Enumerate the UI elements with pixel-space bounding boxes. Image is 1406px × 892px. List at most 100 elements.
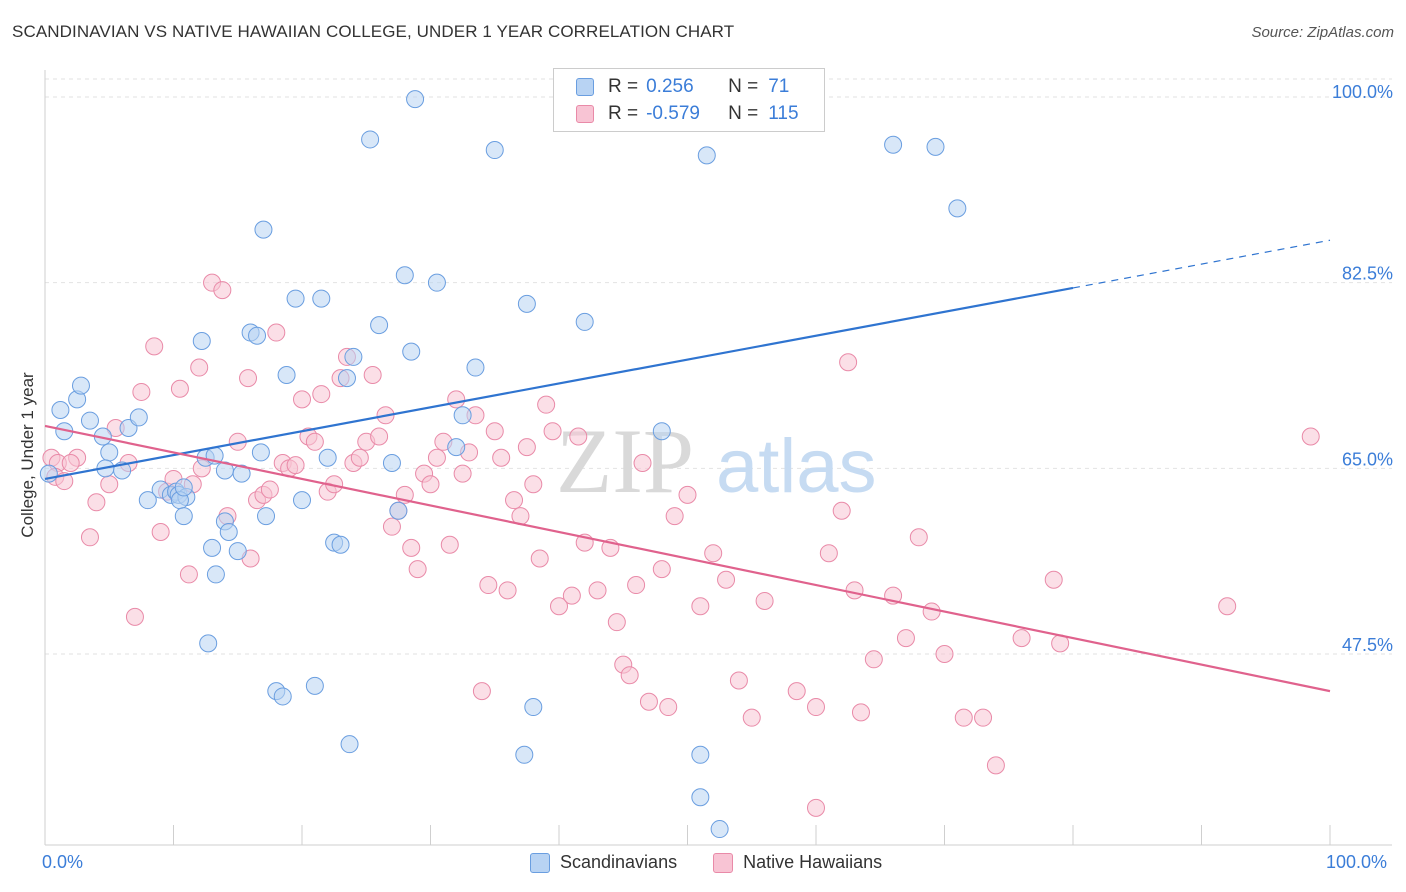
scandinavian-point <box>206 565 225 584</box>
native-hawaiian-point <box>755 591 774 610</box>
native-hawaiian-point <box>293 390 311 409</box>
native-hawaiian-point <box>87 493 106 512</box>
native-hawaiian-point <box>691 597 710 616</box>
legend-row-scandinavians: R = 0.256 N = 71 <box>576 74 789 100</box>
scandinavian-point <box>318 448 337 467</box>
native-hawaiian-point <box>922 602 941 621</box>
native-hawaiian-point <box>704 544 723 563</box>
native-hawaiian-point <box>485 422 504 441</box>
native-hawaiian-point <box>633 454 652 473</box>
native-hawaiian-point <box>678 485 697 504</box>
native-hawaiian-point <box>151 522 170 541</box>
native-hawaiian-point <box>125 607 144 626</box>
native-hawaiian-point <box>550 597 568 616</box>
bottom-legend-swatch-blue <box>530 852 550 873</box>
legend-n-value-pink: 115 <box>768 103 799 124</box>
trend-lines <box>44 239 1331 693</box>
scandinavian-point <box>138 491 157 510</box>
scandinavian-point <box>389 501 408 520</box>
native-hawaiian-point <box>524 475 543 494</box>
chart-title: SCANDINAVIAN VS NATIVE HAWAIIAN COLLEGE,… <box>12 22 735 41</box>
native-hawaiian-point <box>1012 629 1031 648</box>
native-hawaiian-point <box>588 581 607 600</box>
scandinavian-point <box>517 294 536 313</box>
scandinavian-point <box>174 478 193 497</box>
legend-n-label: N = <box>728 103 759 124</box>
native-hawaiian-point <box>363 365 382 384</box>
scandinavian-point <box>524 698 543 717</box>
native-hawaiian-point <box>530 549 549 568</box>
scandinavian-point <box>71 376 90 395</box>
scandinavian-point <box>51 400 70 419</box>
bottom-legend-swatch-pink <box>713 852 734 873</box>
watermark-atlas: atlas <box>716 424 877 509</box>
native-hawaiian-point <box>974 708 993 727</box>
legend-r-label: R = <box>608 76 639 97</box>
scandinavian-point <box>192 332 211 351</box>
scandinavian-point <box>228 542 247 561</box>
scandinavian-point <box>406 90 425 109</box>
native-hawaiian-point <box>408 560 427 579</box>
trend-line-native-hawaiians <box>44 424 1331 693</box>
scandinavian-point <box>251 443 270 462</box>
native-hawaiian-point <box>190 358 209 377</box>
scandinavian-point <box>515 745 534 764</box>
scandinavian-point <box>485 141 504 160</box>
scandinavian-point <box>340 735 359 754</box>
native-hawaiian-point <box>652 560 671 579</box>
native-hawaiian-point <box>627 576 646 595</box>
native-hawaiian-point <box>447 390 466 409</box>
native-hawaiian-point <box>312 385 331 404</box>
scandinavian-point <box>926 137 945 156</box>
scandinavian-point <box>254 220 273 239</box>
native-hawaiian-point <box>607 613 626 632</box>
trend-line-extension <box>1072 239 1331 289</box>
scandinavian-point <box>337 369 356 388</box>
scandinavian-point <box>395 266 414 285</box>
legend-n-value-blue: 71 <box>768 76 790 97</box>
bottom-legend-label: Scandinavians <box>560 852 678 872</box>
native-hawaiian-point <box>370 427 389 446</box>
native-hawaiian-point <box>286 456 305 475</box>
scandinavian-point <box>248 326 267 345</box>
native-hawaiian-point <box>954 708 973 727</box>
scandinavian-point <box>232 464 251 483</box>
scandinavian-point <box>80 411 99 430</box>
native-hawaiian-point <box>562 586 581 605</box>
scandinavian-point <box>427 273 446 292</box>
y-tick-label: 82.5% <box>1342 264 1393 284</box>
native-hawaiian-point <box>986 756 1005 775</box>
scandinavian-point <box>257 507 276 526</box>
legend-swatch-pink <box>576 105 594 123</box>
y-tick-label: 65.0% <box>1342 449 1393 469</box>
native-hawaiian-point <box>350 448 369 467</box>
scandinavian-point <box>174 507 193 526</box>
native-hawaiian-point <box>1218 597 1237 616</box>
scandinavian-point <box>344 347 363 366</box>
native-hawaiian-point <box>717 570 736 589</box>
native-hawaiian-point <box>213 281 232 300</box>
legend-n-label: N = <box>728 76 759 97</box>
native-hawaiian-point <box>896 629 915 648</box>
native-hawaiian-point <box>440 535 459 554</box>
native-hawaiian-point <box>132 382 151 401</box>
native-hawaiian-point <box>1301 427 1320 446</box>
native-hawaiian-point <box>453 464 472 483</box>
native-hawaiian-point <box>639 692 658 711</box>
native-hawaiian-point <box>267 323 286 342</box>
native-hawaiian-point <box>1044 570 1063 589</box>
native-hawaiian-point <box>620 666 639 685</box>
native-hawaiian-point <box>145 337 164 356</box>
scandinavian-point <box>453 406 472 425</box>
native-hawaiian-point <box>819 544 838 563</box>
scandinavian-point <box>199 634 218 653</box>
scandinavian-point <box>691 788 710 807</box>
scandinavian-point <box>129 408 148 427</box>
native-hawaiian-point <box>61 454 80 473</box>
native-hawaiian-point <box>665 507 684 526</box>
scandinavian-point <box>382 454 401 473</box>
scandinavian-point <box>286 289 305 308</box>
watermark-zip: ZIP <box>556 410 694 512</box>
scandinavian-point <box>219 522 238 541</box>
bottom-legend-item-native-hawaiians: Native Hawaiians <box>713 852 882 873</box>
